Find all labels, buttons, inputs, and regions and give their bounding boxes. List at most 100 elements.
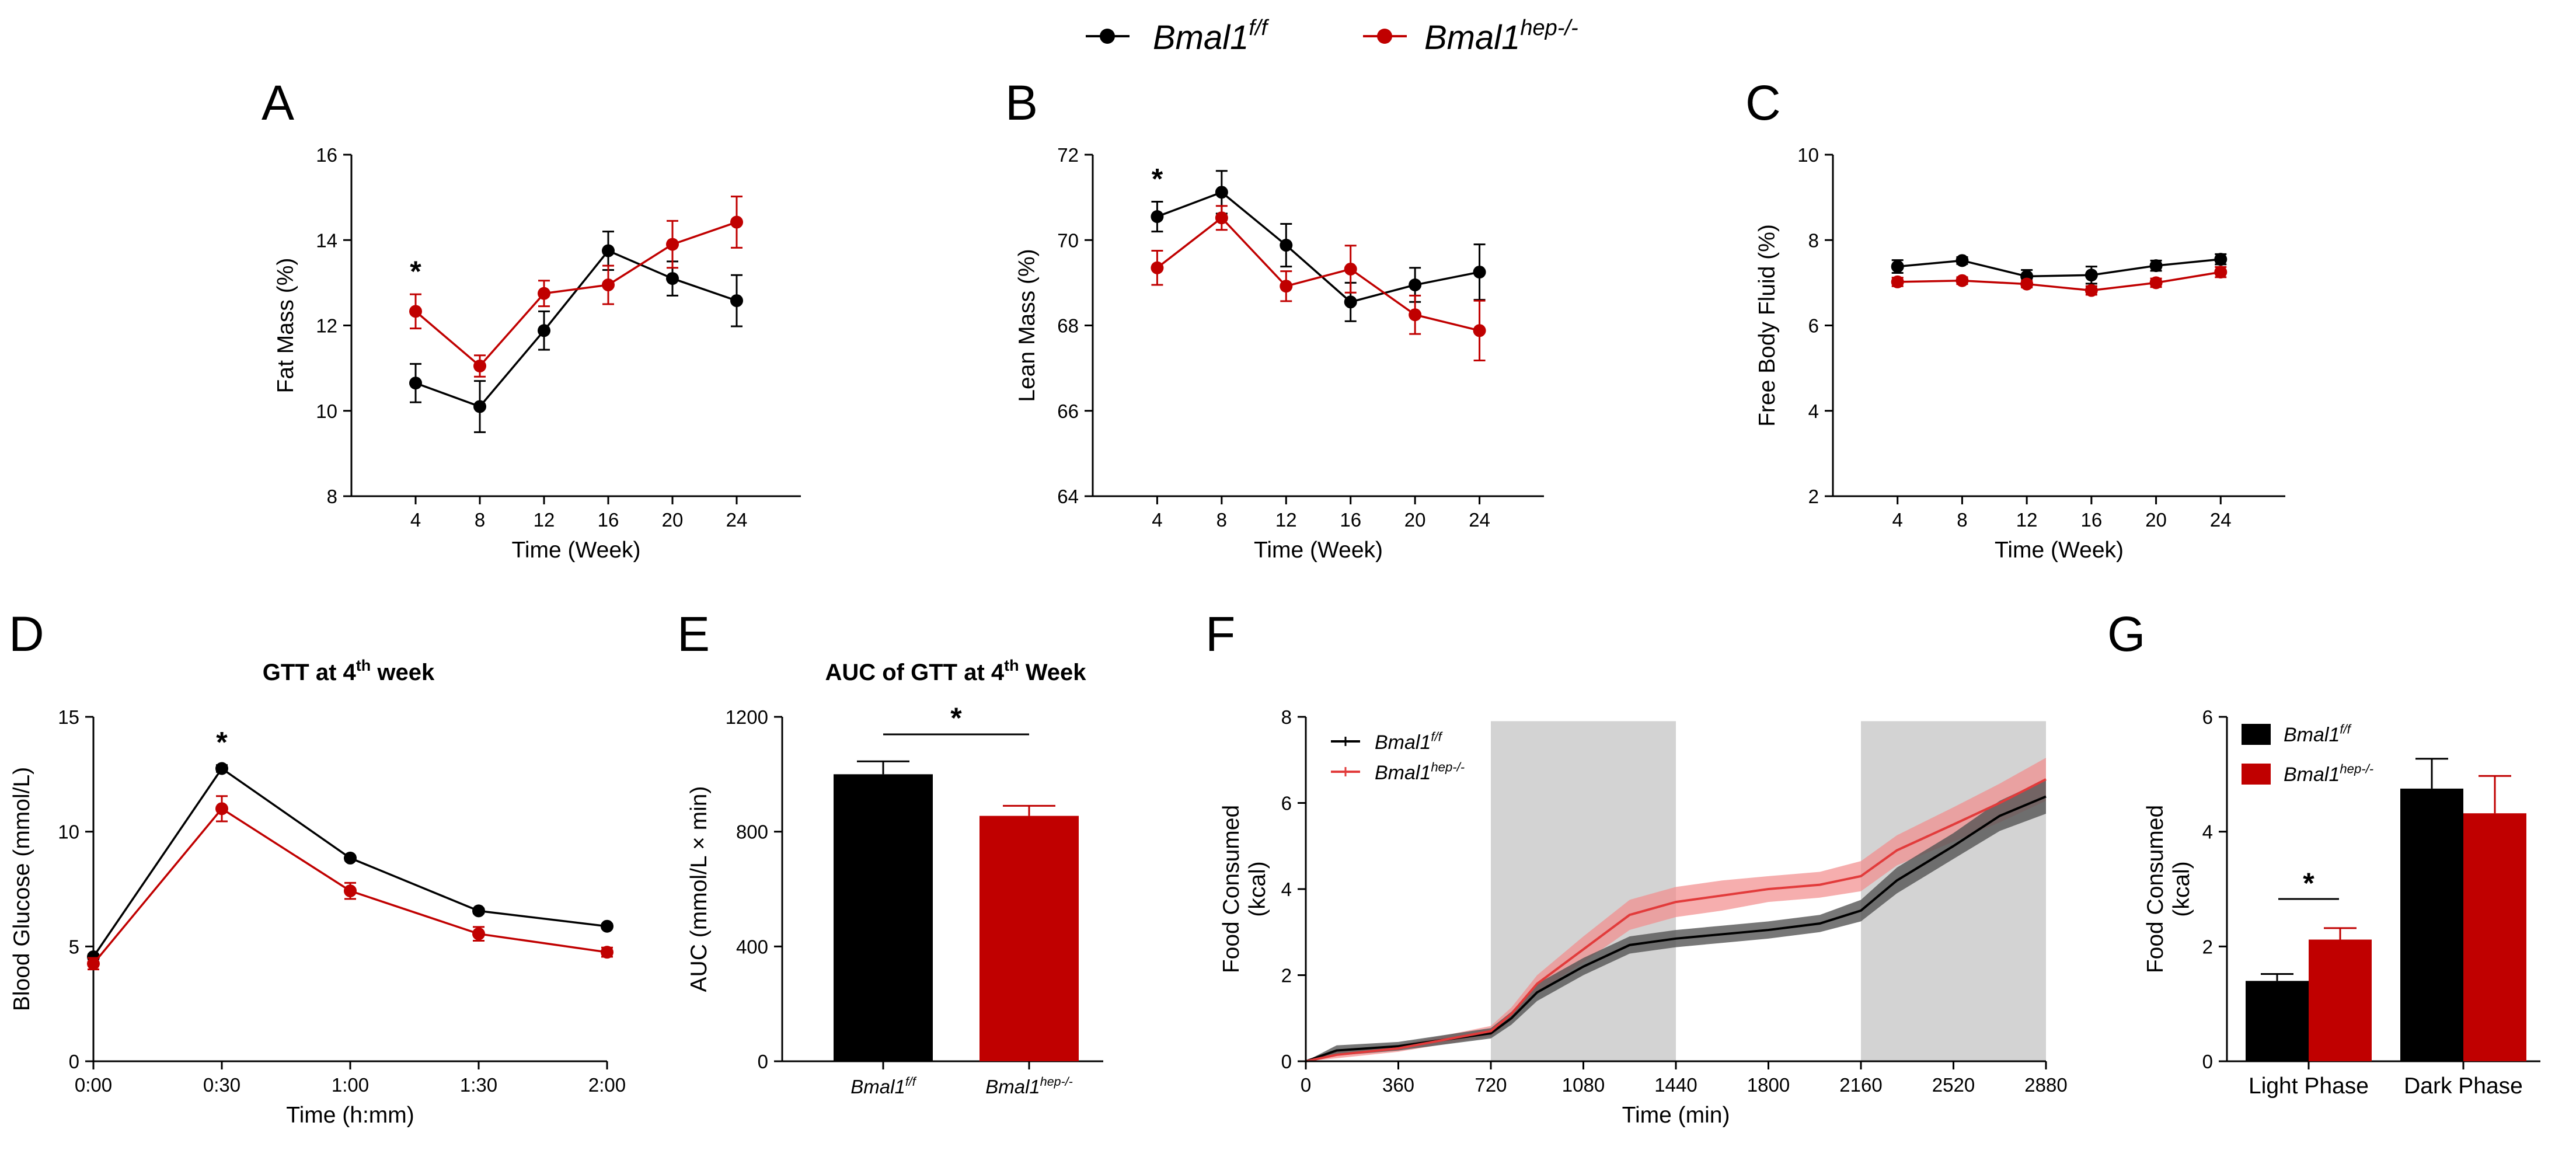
y-tick-label: 0 [69, 1051, 79, 1072]
y-tick-label: 15 [58, 706, 79, 728]
y-axis-title-unit: (kcal) [2169, 861, 2194, 916]
y-tick-label: 66 [1057, 400, 1079, 422]
panel-letter-g: G [2107, 607, 2145, 661]
x-tick-label: Light Phase [2249, 1074, 2369, 1099]
y-tick-label: 4 [2202, 821, 2213, 843]
bar-ko [2309, 939, 2372, 1061]
legend-swatch [2242, 764, 2271, 785]
x-axis-title: Time (Week) [1995, 538, 2124, 563]
x-tick-label: 2:00 [588, 1074, 626, 1096]
x-tick-label: Bmal1f/f [850, 1075, 916, 1097]
x-tick-label: 1:00 [332, 1074, 369, 1096]
y-tick-label: 8 [327, 486, 337, 507]
y-axis-title: AUC (mmol/L × min) [686, 786, 712, 992]
chart-g-food-by-phase: 0 2 4 6 Food Consumed (kcal) Light Phase Dark P… [2143, 706, 2540, 1099]
y-axis-title: Blood Glucose (mmol/L) [9, 767, 34, 1011]
x-tick-label: 1:30 [460, 1074, 497, 1096]
series-line-ko [414, 221, 737, 368]
data-point [1409, 278, 1422, 292]
data-point [473, 359, 486, 372]
legend-wt-marker [1100, 29, 1115, 44]
x-tick-label: 20 [662, 509, 684, 531]
x-tick-label: 20 [1404, 509, 1426, 531]
data-point [1891, 275, 1904, 288]
x-axis-title: Time (h:mm) [286, 1103, 414, 1128]
legend-ko-label: Bmal1hep-/- [1424, 16, 1578, 57]
panel-letter-e: E [677, 607, 710, 661]
y-tick-label: 4 [1808, 400, 1819, 422]
data-point [472, 927, 485, 940]
x-axis-title: Time (Week) [1254, 538, 1383, 563]
significance-star: * [950, 702, 962, 734]
data-point [730, 215, 743, 229]
series-line-wt [1156, 191, 1480, 304]
x-tick-label: 12 [2016, 509, 2038, 531]
data-point [2020, 277, 2034, 291]
y-tick-label: 68 [1057, 315, 1079, 337]
y-tick-label: 400 [736, 936, 768, 957]
data-point [1955, 274, 1969, 287]
x-axis-title: Time (min) [1622, 1103, 1730, 1128]
data-point [472, 904, 485, 918]
data-point [344, 851, 357, 865]
y-tick-label: 72 [1057, 144, 1079, 166]
x-tick-label: 20 [2145, 509, 2167, 531]
x-tick-label: 8 [1216, 509, 1227, 531]
x-tick-label: 16 [598, 509, 619, 531]
data-point [344, 884, 357, 898]
chart-b-lean-mass: 64 66 68 70 72 4 8 12 16 20 24 Time (Week) Lean Mass… [1015, 144, 1544, 563]
x-tick-label: 12 [534, 509, 555, 531]
data-point [215, 762, 228, 775]
data-point [215, 802, 228, 816]
data-point [1215, 211, 1228, 225]
x-tick-label: 4 [410, 509, 421, 531]
data-point [1151, 261, 1164, 274]
data-point [1473, 324, 1486, 337]
figure-legend: Bmal1f/f Bmal1hep-/- [1086, 16, 1578, 57]
chart-d-title: GTT at 4th week [263, 657, 435, 685]
data-point [601, 946, 614, 959]
x-tick-label: 360 [1382, 1074, 1414, 1096]
data-point [2084, 269, 2098, 282]
data-point [538, 287, 550, 300]
data-point [2084, 284, 2098, 297]
y-tick-label: 6 [1281, 793, 1292, 814]
y-axis-title: Fat Mass (%) [273, 258, 298, 393]
x-tick-label: Bmal1hep-/- [985, 1075, 1073, 1097]
bar-wt [2246, 981, 2309, 1061]
y-tick-label: 8 [1281, 706, 1292, 728]
y-tick-label: 6 [1808, 315, 1819, 337]
y-tick-label: 12 [316, 315, 337, 337]
x-tick-label: 2880 [2024, 1074, 2067, 1096]
bar-ko [2463, 813, 2526, 1061]
data-point [87, 957, 100, 970]
x-tick-label: 1800 [1747, 1074, 1790, 1096]
panel-letter-a: A [262, 75, 294, 130]
data-point [1955, 254, 1969, 267]
x-tick-label: 16 [1340, 509, 1361, 531]
chart-f-food-consumed: 0 2 4 6 8 0 360 720 1080 1440 1800 2160 2520 2880 Time… [1219, 706, 2068, 1128]
significance-star: * [2303, 867, 2314, 900]
x-tick-label: 720 [1475, 1074, 1507, 1096]
x-tick-label: 24 [2210, 509, 2232, 531]
x-tick-label: 1080 [1562, 1074, 1605, 1096]
x-tick-label: 2160 [1839, 1074, 1882, 1096]
y-tick-label: 14 [316, 229, 337, 251]
y-tick-label: 800 [736, 821, 768, 843]
y-tick-label: 2 [2202, 936, 2213, 957]
legend-wt-label: Bmal1f/f [1153, 16, 1270, 57]
series-line-ko [1897, 271, 2221, 292]
bar-wt [2400, 788, 2463, 1061]
y-tick-label: 10 [1797, 144, 1819, 166]
data-point [538, 324, 550, 337]
panel-letter-f: F [1205, 607, 1235, 661]
legend-label: Bmal1f/f [1375, 729, 1444, 754]
y-tick-label: 6 [2202, 706, 2213, 728]
y-tick-label: 0 [1281, 1051, 1292, 1072]
panel-letter-d: D [9, 607, 44, 661]
data-point [409, 377, 422, 390]
data-point [1344, 295, 1357, 309]
y-tick-label: 5 [69, 936, 79, 957]
x-tick-label: 12 [1275, 509, 1297, 531]
data-point [1280, 280, 1293, 293]
